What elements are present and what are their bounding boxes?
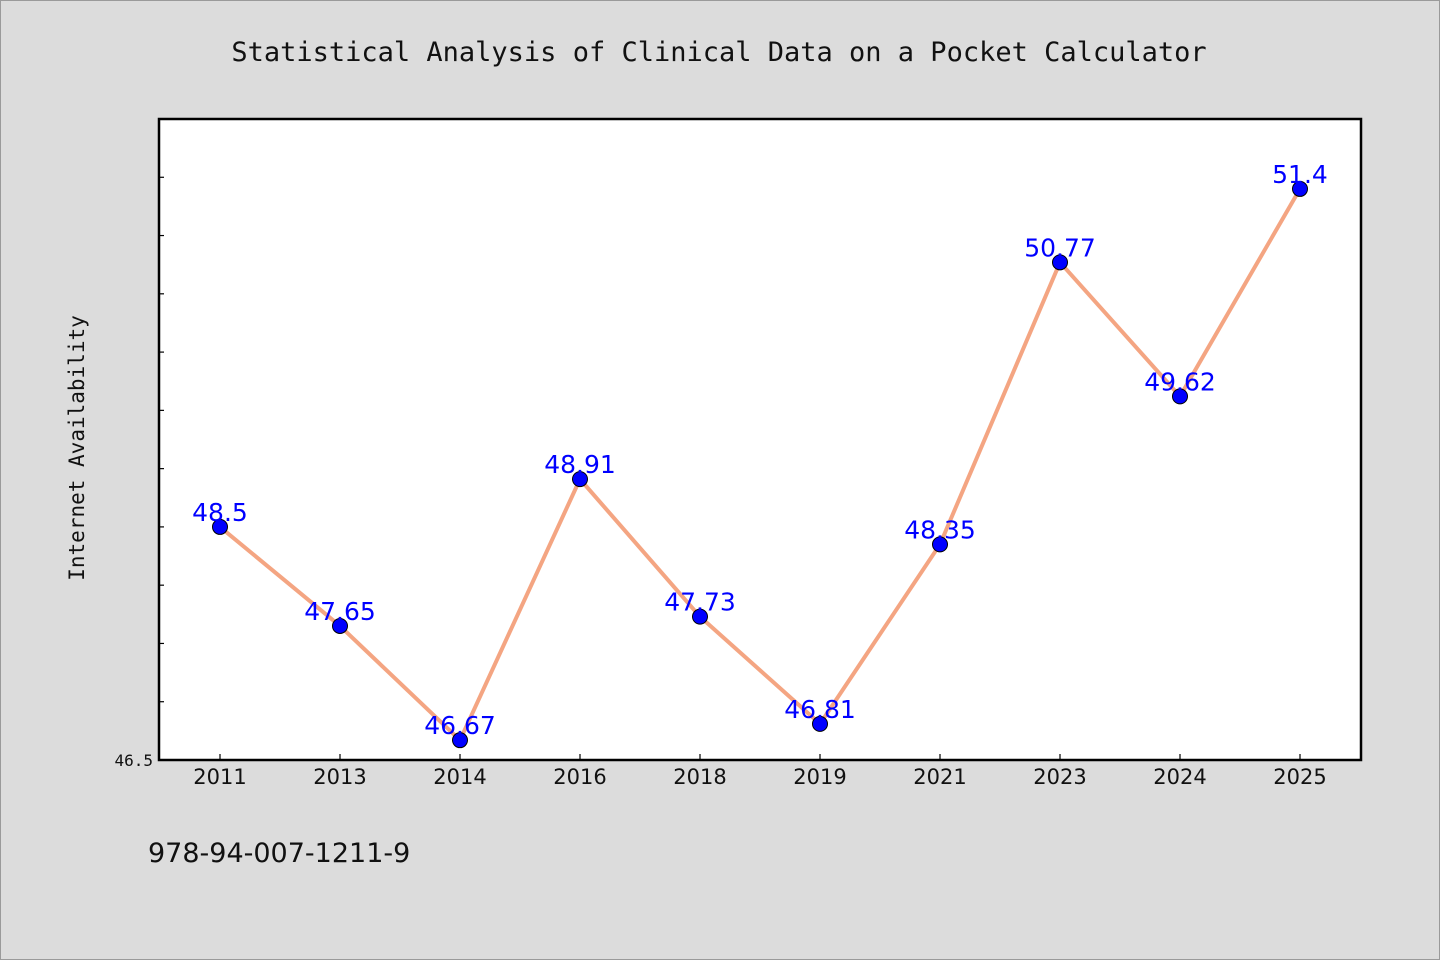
x-axis-ticks: 2011 2013 2014 2016 2018 2019 2021 2023 2024 2025 (193, 754, 1327, 789)
plot-area (159, 119, 1361, 760)
x-tick-label: 2018 (673, 765, 726, 789)
y-tick-label: 46.5 (114, 751, 153, 770)
y-axis-ticks: 46.5 (114, 176, 164, 770)
data-point (332, 617, 348, 634)
plot-border (157, 117, 1363, 762)
data-point (932, 536, 948, 553)
data-label: 49.62 (1144, 367, 1216, 396)
x-tick-label: 2016 (553, 765, 606, 789)
x-tick-label: 2021 (913, 765, 966, 789)
data-point (1292, 180, 1308, 197)
data-label: 48.35 (904, 515, 976, 544)
x-tick-label: 2011 (193, 765, 246, 789)
data-point (812, 715, 828, 732)
data-point (692, 608, 708, 625)
series-line-group (218, 187, 1302, 743)
data-point (212, 518, 228, 535)
x-tick-label: 2024 (1153, 765, 1206, 789)
data-label: 48.91 (544, 450, 616, 479)
data-labels-group: 48.5 47.65 46.67 48.91 47.73 46.81 48.35 50.77 4… (192, 160, 1328, 740)
data-point (1172, 388, 1188, 405)
data-label: 48.5 (192, 498, 248, 527)
x-tick-label: 2013 (313, 765, 366, 789)
isbn-footnote: 978-94-007-1211-9 (148, 838, 410, 869)
x-tick-label: 2014 (433, 765, 486, 789)
x-tick-label: 2023 (1033, 765, 1086, 789)
data-points-group (212, 180, 1308, 749)
data-label: 50.77 (1024, 233, 1096, 262)
x-tick-label: 2025 (1273, 765, 1326, 789)
data-point (1052, 254, 1068, 271)
data-label: 47.65 (304, 597, 376, 626)
data-point (572, 471, 588, 488)
data-label: 46.67 (424, 711, 496, 740)
y-axis-label: Internet Availability (65, 315, 89, 581)
series-line (218, 187, 1302, 743)
x-tick-label: 2019 (793, 765, 846, 789)
chart-title: Statistical Analysis of Clinical Data on… (231, 37, 1206, 68)
data-label: 47.73 (664, 588, 736, 617)
data-label: 51.4 (1272, 160, 1328, 189)
data-label: 46.81 (784, 695, 856, 724)
data-point (452, 732, 468, 749)
